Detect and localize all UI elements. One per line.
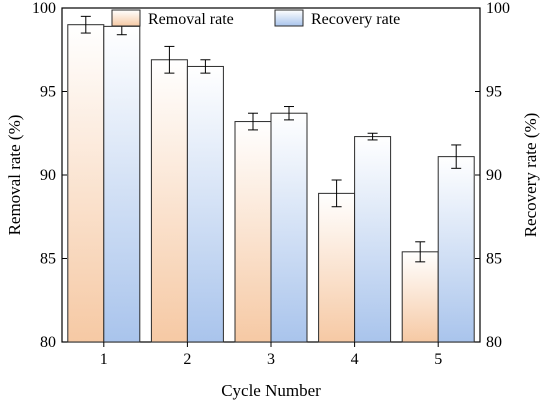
y-axis-right-title: Recovery rate (%) <box>521 113 540 238</box>
legend-label-removal: Removal rate <box>148 11 234 28</box>
y-axis-left-title: Removal rate (%) <box>5 115 24 236</box>
bar-removal-cycle-2 <box>150 59 188 343</box>
bar-recovery-cycle-5 <box>437 156 475 343</box>
y-right-tick-label-90: 90 <box>486 167 502 184</box>
bar-recovery-cycle-3 <box>270 112 308 343</box>
x-tick-label-5: 5 <box>434 351 442 368</box>
legend-swatch-recovery <box>274 9 304 27</box>
legend: Removal rate Recovery rate <box>111 9 400 28</box>
x-tick-label-1: 1 <box>100 351 108 368</box>
bar-recovery-cycle-4 <box>354 136 392 343</box>
error-bar-recovery-cycle-2 <box>200 59 211 74</box>
error-bar-removal-cycle-1 <box>80 15 91 34</box>
bar-recovery-cycle-2 <box>186 65 224 343</box>
x-axis-title: Cycle Number <box>221 381 321 400</box>
error-bar-removal-cycle-3 <box>248 112 258 131</box>
y-left-tick-label-90: 90 <box>40 167 56 184</box>
bar-removal-cycle-3 <box>234 121 272 343</box>
bar-removal-cycle-5 <box>401 251 439 343</box>
legend-label-recovery: Recovery rate <box>311 11 400 28</box>
y-left-tick-label-80: 80 <box>40 334 56 351</box>
x-tick-label-4: 4 <box>351 351 359 368</box>
bars-group <box>67 24 475 343</box>
x-tick-label-3: 3 <box>267 351 275 368</box>
bar-removal-cycle-1 <box>67 24 105 343</box>
bar-removal-cycle-4 <box>318 192 356 343</box>
y-right-tick-label-85: 85 <box>486 251 502 268</box>
y-right-tick-label-95: 95 <box>486 84 502 101</box>
error-bar-recovery-cycle-5 <box>451 144 462 169</box>
x-tick-label-2: 2 <box>183 351 191 368</box>
y-right-tick-label-100: 100 <box>486 0 510 17</box>
error-bar-recovery-cycle-3 <box>284 106 294 121</box>
legend-swatch-removal <box>111 9 141 27</box>
error-bar-removal-cycle-5 <box>415 241 426 263</box>
y-left-tick-label-100: 100 <box>32 0 56 17</box>
ticks-group: 1 2 3 4 5 80 80 85 85 90 90 95 95 100 100 <box>32 0 510 368</box>
error-bars-group <box>80 15 462 263</box>
error-bar-recovery-cycle-4 <box>367 132 378 141</box>
error-bar-removal-cycle-4 <box>331 179 342 208</box>
bar-recovery-cycle-1 <box>103 25 141 343</box>
error-bar-removal-cycle-2 <box>164 45 175 74</box>
y-left-tick-label-95: 95 <box>40 84 56 101</box>
y-right-tick-label-80: 80 <box>486 334 502 351</box>
y-left-tick-label-85: 85 <box>40 251 56 268</box>
